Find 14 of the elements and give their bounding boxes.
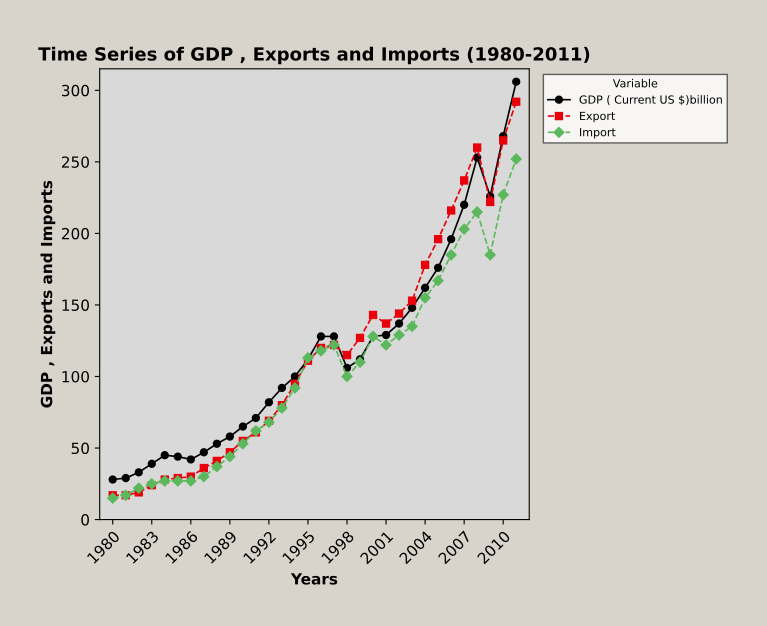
y-tick-label: 0 xyxy=(81,514,89,526)
y-tick-label: 300 xyxy=(62,84,89,96)
legend-label: Import xyxy=(580,128,616,139)
y-tick-label: 100 xyxy=(62,370,89,383)
legend-label: Export xyxy=(580,112,616,122)
chart-title: Time Series of GDP , Exports and Imports (1980-2011) xyxy=(38,46,590,64)
legend-title: Variable xyxy=(612,78,658,88)
y-tick-label: 250 xyxy=(62,156,89,168)
y-axis-title: GDP , Exports and Imports xyxy=(40,180,56,408)
y-tick-label: 200 xyxy=(62,228,89,240)
legend-label: GDP ( Current US $)billion xyxy=(580,95,722,106)
y-tick-label: 50 xyxy=(72,442,89,454)
x-axis-title: Years xyxy=(290,573,338,585)
y-tick-label: 150 xyxy=(62,299,89,311)
